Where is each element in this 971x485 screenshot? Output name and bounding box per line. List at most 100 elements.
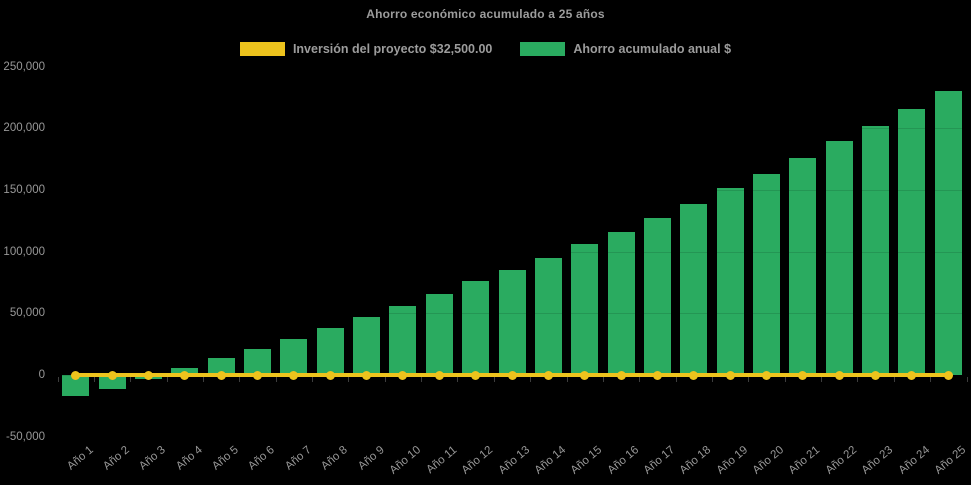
x-axis-label-año-2: Año 2: [101, 444, 132, 473]
investment-point-año-17[interactable]: [652, 370, 662, 380]
bar-año-1[interactable]: [62, 375, 90, 396]
gridline: [55, 252, 966, 253]
y-axis-tick-label: 200,000: [3, 122, 45, 135]
investment-point-año-4[interactable]: [180, 370, 190, 380]
x-axis-label-año-17: Año 17: [641, 444, 678, 477]
investment-point-año-5[interactable]: [216, 370, 226, 380]
bar-año-24[interactable]: [898, 109, 926, 375]
bar-año-5[interactable]: [207, 358, 235, 375]
x-axis-label-año-10: Año 10: [387, 444, 423, 477]
investment-point-año-12[interactable]: [471, 370, 481, 380]
bar-año-17[interactable]: [643, 218, 671, 375]
y-axis-tick-label: 250,000: [3, 60, 45, 73]
bar-año-11[interactable]: [425, 294, 453, 375]
x-axis-tick-mark: [457, 377, 459, 382]
x-axis-label-año-6: Año 6: [246, 444, 278, 473]
x-axis-tick-mark: [602, 377, 604, 382]
y-axis-tick-label: -50,000: [5, 430, 45, 443]
x-axis-label-año-21: Año 21: [786, 444, 823, 477]
investment-point-año-2[interactable]: [107, 370, 117, 380]
x-axis-tick-mark: [166, 377, 168, 382]
x-axis-tick-mark: [93, 377, 95, 382]
y-axis-tick-label: 0: [38, 369, 45, 381]
x-axis-label-año-3: Año 3: [137, 444, 169, 473]
bar-año-22[interactable]: [825, 141, 853, 375]
bar-año-18[interactable]: [680, 203, 708, 375]
bar-año-25[interactable]: [934, 90, 962, 375]
gridline: [55, 67, 966, 68]
investment-point-año-15[interactable]: [580, 370, 590, 380]
investment-point-año-7[interactable]: [289, 370, 299, 380]
legend-label-savings: Ahorro acumulado anual $: [573, 42, 732, 56]
investment-point-año-24[interactable]: [907, 370, 917, 380]
investment-point-año-19[interactable]: [725, 370, 735, 380]
x-axis-tick-mark: [530, 377, 532, 382]
x-axis-tick-mark: [712, 377, 713, 382]
x-axis-label-año-13: Año 13: [496, 444, 532, 477]
bar-año-8[interactable]: [316, 328, 344, 375]
investment-point-año-14[interactable]: [543, 370, 553, 380]
investment-point-año-11[interactable]: [434, 370, 444, 380]
x-axis-tick-mark: [421, 377, 423, 382]
gridline: [55, 190, 966, 191]
investment-point-año-20[interactable]: [762, 370, 772, 380]
x-axis-tick-mark: [748, 377, 750, 382]
bar-año-23[interactable]: [862, 125, 890, 375]
x-axis-label-año-7: Año 7: [282, 444, 314, 473]
bar-año-7[interactable]: [280, 338, 308, 375]
x-axis-tick-mark: [239, 377, 241, 382]
investment-point-año-1[interactable]: [71, 370, 81, 380]
x-axis-label-año-25: Año 25: [932, 444, 969, 477]
investment-point-año-21[interactable]: [798, 370, 808, 380]
x-axis-label-año-12: Año 12: [459, 444, 496, 477]
bar-año-15[interactable]: [571, 243, 599, 375]
legend-item-savings[interactable]: Ahorro acumulado anual $: [520, 42, 731, 56]
x-axis-label-año-22: Año 22: [823, 444, 859, 477]
x-axis-label-año-1: Año 1: [64, 444, 96, 473]
investment-point-año-16[interactable]: [616, 370, 626, 380]
x-axis-label-año-4: Año 4: [173, 444, 205, 473]
bar-año-19[interactable]: [716, 188, 744, 375]
x-axis-label-año-11: Año 11: [424, 444, 460, 477]
investment-point-año-22[interactable]: [834, 370, 844, 380]
legend-swatch-savings-icon: [520, 42, 566, 56]
bar-año-12[interactable]: [462, 281, 490, 375]
bar-año-16[interactable]: [607, 231, 635, 375]
bar-año-13[interactable]: [498, 270, 526, 375]
gridline: [55, 437, 966, 438]
x-axis-label-año-24: Año 24: [896, 444, 932, 477]
legend-item-investment[interactable]: Inversión del proyecto $32,500.00: [239, 42, 493, 56]
bar-año-9[interactable]: [353, 317, 381, 375]
x-axis-tick-mark: [930, 377, 932, 382]
bar-año-10[interactable]: [389, 306, 417, 375]
investment-point-año-23[interactable]: [871, 370, 881, 380]
bar-año-14[interactable]: [534, 257, 562, 375]
x-axis-label-año-23: Año 23: [859, 444, 896, 477]
investment-point-año-13[interactable]: [507, 370, 517, 380]
investment-point-año-6[interactable]: [253, 370, 262, 380]
x-axis-tick-mark: [639, 377, 641, 382]
investment-point-año-10[interactable]: [398, 370, 408, 380]
gridline: [55, 128, 966, 129]
investment-point-año-25[interactable]: [943, 370, 953, 380]
x-axis-tick-mark: [202, 377, 204, 382]
x-axis-label-año-8: Año 8: [319, 444, 350, 473]
x-axis-tick-mark: [312, 377, 314, 382]
bar-año-21[interactable]: [789, 158, 817, 375]
bar-año-20[interactable]: [753, 173, 781, 375]
bar-año-2[interactable]: [98, 375, 126, 390]
investment-point-año-9[interactable]: [362, 370, 372, 380]
x-axis-tick-mark: [130, 377, 132, 382]
x-axis-tick-mark: [675, 377, 677, 382]
x-axis-tick-mark: [57, 377, 59, 382]
investment-point-año-3[interactable]: [143, 370, 153, 380]
investment-point-año-8[interactable]: [325, 370, 335, 380]
x-axis-label-año-15: Año 15: [568, 444, 605, 477]
x-axis-tick-mark: [493, 377, 495, 382]
investment-point-año-18[interactable]: [689, 370, 699, 380]
legend-label-investment: Inversión del proyecto $32,500.00: [292, 42, 493, 56]
legend-swatch-investment-icon: [239, 42, 285, 56]
x-axis-tick-mark: [893, 377, 895, 382]
